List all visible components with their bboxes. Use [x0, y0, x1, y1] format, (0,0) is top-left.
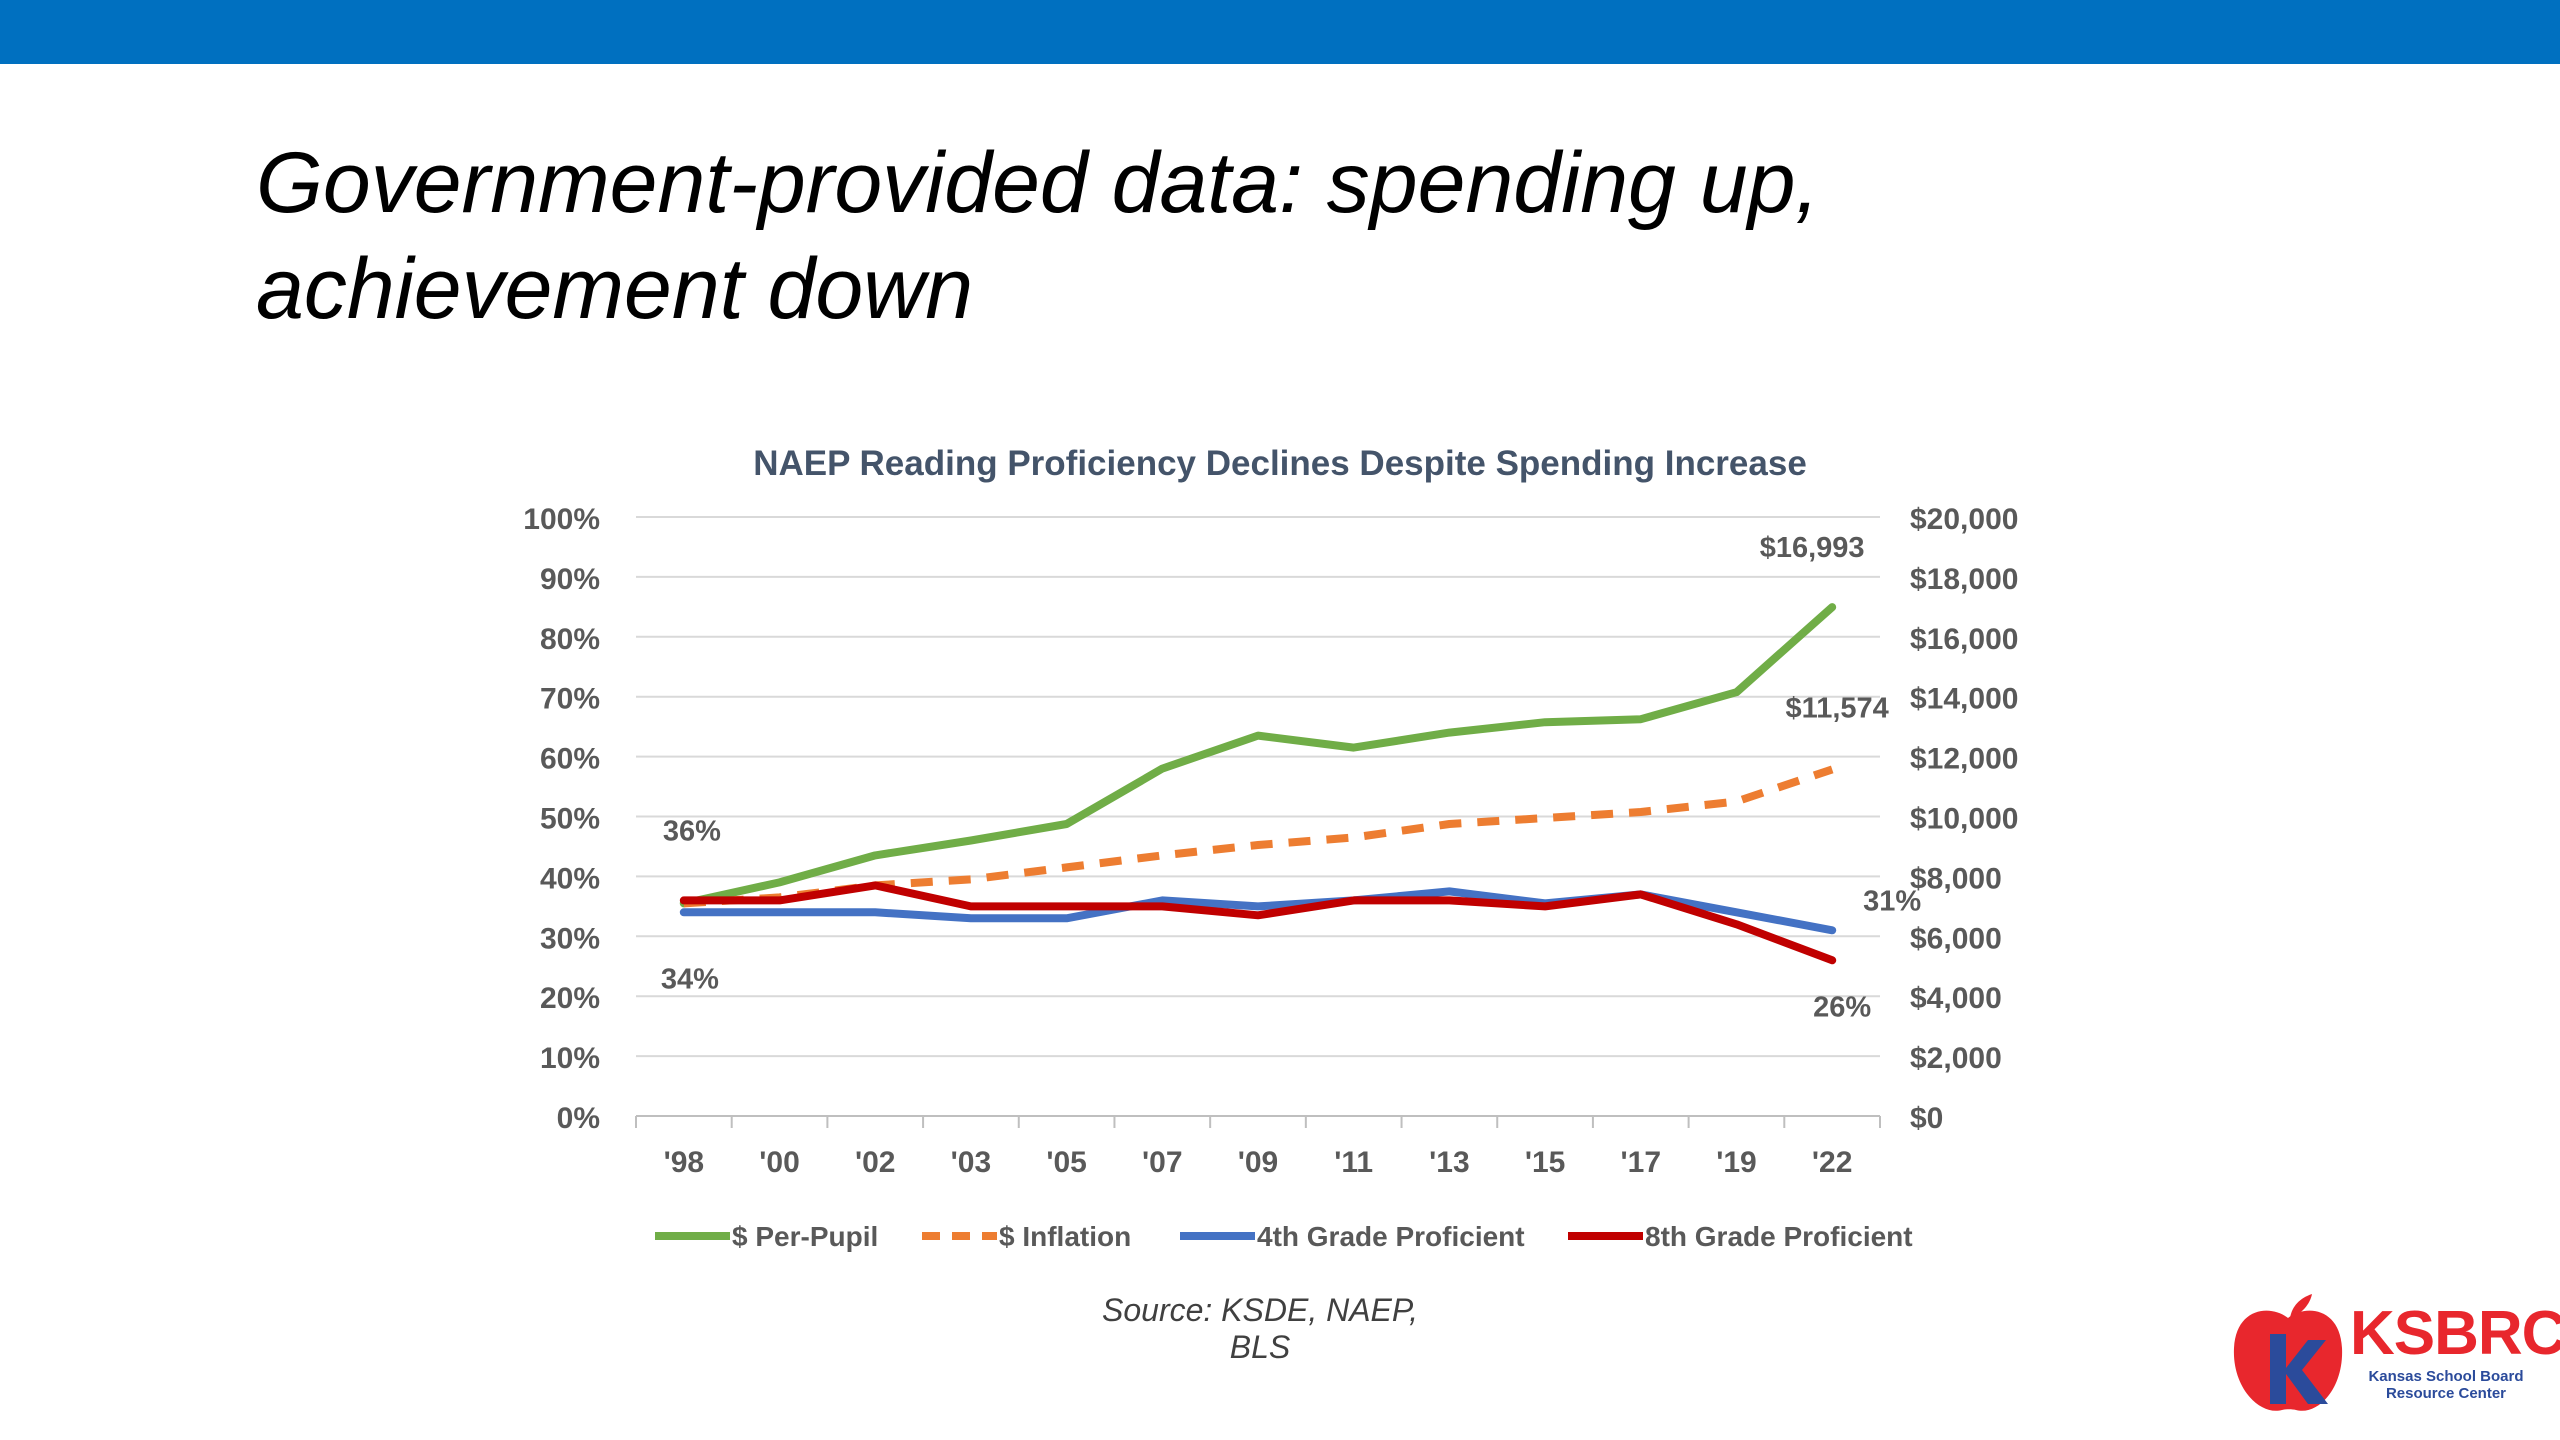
legend-label-per-pupil: $ Per-Pupil [732, 1221, 878, 1252]
y-right-tick-label: $6,000 [1910, 922, 2002, 955]
y-left-tick-label: 90% [540, 563, 600, 596]
y-left-tick-label: 0% [557, 1102, 600, 1135]
x-tick-label: '09 [1238, 1146, 1279, 1179]
series-line-8th-grade-proficient [679, 881, 1837, 965]
series-line-inflation [683, 765, 1834, 908]
logo-wordmark: KSBRC [2350, 1299, 2560, 1368]
x-tick-label: '22 [1812, 1146, 1853, 1179]
top-accent-bar [0, 0, 2560, 64]
apple-k-icon [2233, 1294, 2343, 1411]
logo-subtitle: Kansas School Board Resource Center [2368, 1368, 2524, 1402]
chart-title: NAEP Reading Proficiency Declines Despit… [753, 444, 1807, 483]
x-tick-label: '07 [1142, 1146, 1183, 1179]
y-left-tick-label: 40% [540, 862, 600, 895]
y-left-tick-label: 20% [540, 982, 600, 1015]
y-right-tick-label: $4,000 [1910, 982, 2002, 1015]
y-left-tick-label: 100% [523, 503, 600, 536]
x-tick-label: '03 [951, 1146, 992, 1179]
legend-label-8th-grade-proficient: 8th Grade Proficient [1645, 1221, 1913, 1252]
y-left-tick-label: 10% [540, 1042, 600, 1075]
data-label: 36% [663, 815, 721, 847]
x-tick-label: '05 [1046, 1146, 1087, 1179]
source-caption: Source: KSDE, NAEP, BLS [1102, 1292, 1418, 1365]
y-right-tick-label: $0 [1910, 1102, 1943, 1135]
data-label: $11,574 [1786, 692, 1889, 724]
x-tick-label: '00 [759, 1146, 800, 1179]
y-right-tick-label: $18,000 [1910, 563, 2018, 596]
y-right-tick-label: $2,000 [1910, 1042, 2002, 1075]
data-label: $16,993 [1760, 532, 1865, 564]
y-left-tick-label: 70% [540, 683, 600, 716]
legend-label-4th-grade-proficient: 4th Grade Proficient [1257, 1221, 1525, 1252]
y-left-tick-label: 50% [540, 803, 600, 836]
x-tick-label: '02 [855, 1146, 896, 1179]
slide-title-line-2: achievement down [256, 241, 974, 337]
y-left-tick-label: 80% [540, 623, 600, 656]
gridlines [636, 516, 1880, 1058]
y-right-tick-label: $8,000 [1910, 862, 2002, 895]
ksbrc-logo[interactable]: KSBRC Kansas School Board Resource Cente… [2230, 1290, 2560, 1420]
y-left-tick-label: 60% [540, 743, 600, 776]
y-right-tick-label: $12,000 [1910, 743, 2018, 776]
x-tick-label: '13 [1429, 1146, 1470, 1179]
slide-title-line-1: Government-provided data: spending up, [256, 135, 1820, 231]
data-label: 34% [661, 963, 719, 995]
x-tick-label: '19 [1716, 1146, 1757, 1179]
y-right-tick-label: $20,000 [1910, 503, 2018, 536]
x-tick-label: '17 [1621, 1146, 1662, 1179]
series-lines [679, 603, 1837, 965]
legend-label-inflation: $ Inflation [999, 1221, 1131, 1252]
chart-legend: $ Per-Pupil $ Inflation 4th Grade Proficie… [655, 1221, 1913, 1252]
slide-title: Government-provided data: spending up, a… [256, 130, 2156, 342]
data-label: 26% [1813, 991, 1871, 1023]
x-tick-label: '15 [1525, 1146, 1566, 1179]
series-line-per-pupil [679, 603, 1837, 908]
data-label: 31% [1863, 885, 1921, 917]
y-left-tick-label: 30% [540, 922, 600, 955]
y-right-tick-label: $14,000 [1910, 683, 2018, 716]
x-tick-label: '98 [664, 1146, 705, 1179]
axes: 0% $0 10% $2,000 20% $4,000 30% $6,000 40% $8,000… [523, 503, 2018, 1179]
data-annotations: $16,993 $11,574 36% 34% 31% 26% [661, 532, 1922, 1023]
y-right-tick-label: $16,000 [1910, 623, 2018, 656]
y-right-tick-label: $10,000 [1910, 803, 2018, 836]
x-tick-label: '11 [1334, 1146, 1373, 1179]
